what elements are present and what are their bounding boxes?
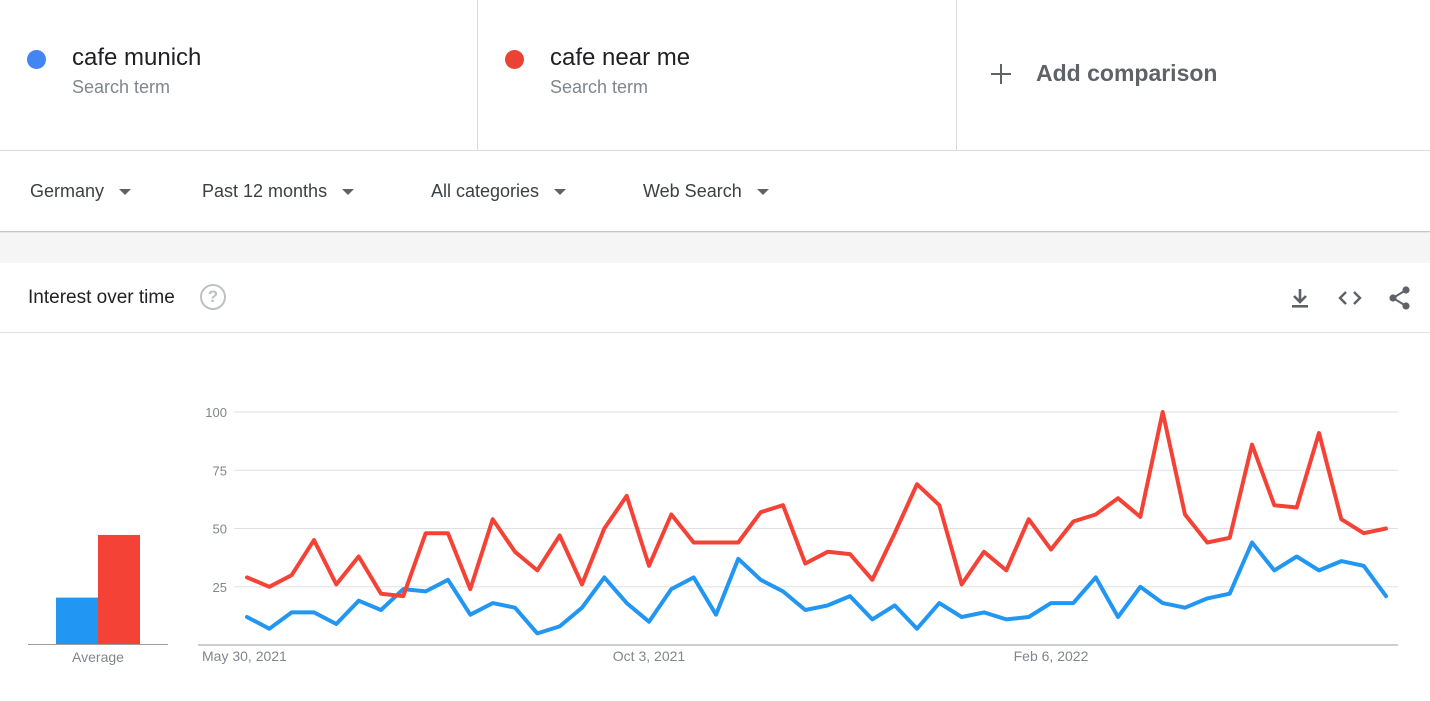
dropdown-arrow-icon — [119, 188, 132, 195]
average-label: Average — [72, 649, 124, 665]
series-line-cafe-near-me — [245, 410, 1388, 599]
average-bar-chart: Average — [28, 534, 168, 665]
card-title: Interest over time — [28, 287, 175, 308]
term-card-cafe-near-me[interactable]: cafe near me Search term — [478, 0, 957, 150]
term-type-label: Search term — [72, 77, 171, 97]
embed-code-icon[interactable] — [1337, 285, 1363, 311]
share-icon[interactable] — [1387, 285, 1413, 311]
filter-bar: Germany Past 12 months All categories We… — [0, 151, 1430, 232]
y-tick-label: 100 — [205, 405, 227, 420]
plus-icon — [990, 63, 1012, 85]
y-tick-label: 25 — [213, 580, 227, 595]
add-comparison-label: Add comparison — [1036, 60, 1218, 86]
x-tick-label: Oct 3, 2021 — [613, 648, 686, 664]
x-axis-labels: May 30, 2021 Oct 3, 2021 Feb 6, 2022 — [202, 648, 1089, 664]
chart-gridlines: 25 50 75 100 — [198, 405, 1398, 646]
interest-over-time-chart: Average 25 50 75 100 May 30, 2021 Oct 3, 202… — [28, 405, 1398, 665]
dropdown-arrow-icon — [554, 188, 567, 195]
add-comparison-card: Add comparison — [957, 0, 1430, 150]
average-bar-cafe-near-me — [98, 534, 140, 644]
term-name[interactable]: cafe near me — [550, 44, 691, 71]
interest-over-time-card: Interest over time ? — [0, 263, 1430, 701]
category-value: All categories — [431, 181, 540, 201]
search-type-dropdown[interactable]: Web Search — [643, 181, 769, 202]
term-card-cafe-munich[interactable]: cafe munich Search term — [0, 0, 478, 150]
region-value: Germany — [30, 181, 105, 201]
y-tick-label: 75 — [213, 463, 227, 478]
dropdown-arrow-icon — [756, 188, 769, 195]
term-name[interactable]: cafe munich — [72, 44, 202, 71]
help-icon[interactable]: ? — [200, 284, 226, 310]
term-color-dot — [505, 50, 524, 69]
section-spacer — [0, 233, 1430, 263]
region-dropdown[interactable]: Germany — [30, 181, 132, 202]
y-tick-label: 50 — [213, 522, 227, 537]
time-range-dropdown[interactable]: Past 12 months — [202, 181, 355, 202]
x-tick-label: Feb 6, 2022 — [1014, 648, 1089, 664]
card-header: Interest over time ? — [0, 263, 1430, 333]
category-dropdown[interactable]: All categories — [431, 181, 567, 202]
series-line-cafe-munich — [245, 540, 1388, 636]
term-color-dot — [27, 50, 46, 69]
term-type-label: Search term — [550, 77, 649, 97]
search-type-value: Web Search — [643, 181, 742, 201]
average-bar-cafe-munich — [56, 597, 98, 644]
download-icon[interactable] — [1287, 285, 1313, 311]
comparison-terms-bar: cafe munich Search term cafe near me Sea… — [0, 0, 1430, 151]
add-comparison-button[interactable]: Add comparison — [990, 60, 1217, 87]
chart-series — [245, 410, 1388, 636]
x-tick-label: May 30, 2021 — [202, 648, 287, 664]
time-range-value: Past 12 months — [202, 181, 328, 201]
dropdown-arrow-icon — [342, 188, 355, 195]
